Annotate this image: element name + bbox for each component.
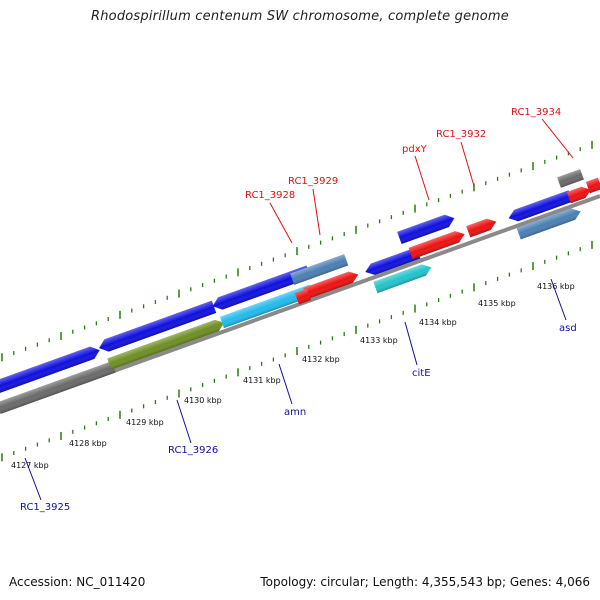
gene-rc1-3932[interactable] xyxy=(466,216,498,238)
gene-rc1-3929-shading xyxy=(303,271,359,300)
leader-rc1-3926 xyxy=(176,399,192,444)
cds-rc1-3926-a-shading xyxy=(99,300,217,352)
cds-rc1-3934[interactable] xyxy=(566,184,593,204)
kbp-label-4135: 4135 kbp xyxy=(478,299,516,308)
leader-asd xyxy=(550,278,567,321)
leader-rc1-3932 xyxy=(460,141,475,187)
gene-label-rc1-3925[interactable]: RC1_3925 xyxy=(20,502,70,513)
tick-ruler-top xyxy=(1,140,593,362)
tick-ruler-bottom xyxy=(1,240,593,462)
cds-cite[interactable] xyxy=(363,247,421,277)
gene-rc1-3934[interactable] xyxy=(557,169,584,188)
cds-cite-shading xyxy=(365,247,421,275)
gene-rc1-3925-shading xyxy=(0,361,116,414)
leader-rc1-3925 xyxy=(24,457,42,501)
cds-rc1-3925[interactable] xyxy=(0,344,102,396)
gene-label-rc1-3926[interactable]: RC1_3926 xyxy=(168,445,218,456)
gene-rc1-3926-shading xyxy=(107,319,225,370)
gene-label-amn[interactable]: amn xyxy=(284,407,306,418)
gene-features xyxy=(0,169,600,414)
gene-rc1-3926[interactable] xyxy=(107,317,226,370)
gene-amn[interactable] xyxy=(219,282,320,329)
gene-rc1-3932-shading xyxy=(466,218,497,238)
gene-rc1-3929-stub-shading xyxy=(294,288,311,305)
gene-rc1-3929[interactable] xyxy=(303,269,360,300)
cds-asd[interactable] xyxy=(507,190,573,224)
cds-rc1-3934-shading xyxy=(566,186,591,204)
gene-amn-shading xyxy=(219,285,318,329)
cds-pdxy-shading xyxy=(397,214,455,245)
gene-label-cite[interactable]: citE xyxy=(412,368,431,379)
leader-amn xyxy=(278,363,293,405)
kbp-label-4134: 4134 kbp xyxy=(419,318,457,327)
kbp-scale: 4127 kbp 4128 kbp 4129 kbp 4130 kbp 4131… xyxy=(11,282,575,470)
cds-asd-shading xyxy=(508,190,573,222)
kbp-label-4127: 4127 kbp xyxy=(11,461,49,470)
gene-label-asd[interactable]: asd xyxy=(559,323,577,334)
gene-label-rc1-3928[interactable]: RC1_3928 xyxy=(245,190,295,201)
gene-label-rc1-3934[interactable]: RC1_3934 xyxy=(511,107,561,118)
gene-rc1-3925[interactable] xyxy=(0,361,116,414)
kbp-label-4128: 4128 kbp xyxy=(69,439,107,448)
cds-amn[interactable] xyxy=(210,265,311,313)
cds-amn-shading xyxy=(212,265,311,310)
leader-rc1-3934 xyxy=(541,118,574,159)
gene-cite-shading xyxy=(373,264,432,294)
gene-pdxy[interactable] xyxy=(408,228,467,260)
leader-rc1-3929 xyxy=(312,188,321,236)
kbp-label-4136: 4136 kbp xyxy=(537,282,575,291)
leader-rc1-3928 xyxy=(269,202,293,244)
gene-edge-red[interactable] xyxy=(585,177,600,194)
leader-pdxy xyxy=(414,155,430,201)
kbp-label-4131: 4131 kbp xyxy=(243,376,281,385)
kbp-label-4130: 4130 kbp xyxy=(184,396,222,405)
gene-label-rc1-3929[interactable]: RC1_3929 xyxy=(288,176,338,187)
gene-edge-red-shading xyxy=(585,177,600,194)
cds-rc1-3925-shading xyxy=(0,346,100,396)
cds-pdxy[interactable] xyxy=(397,212,456,245)
gene-rc1-3928[interactable] xyxy=(290,254,349,285)
gene-rc1-3934-shading xyxy=(557,169,584,188)
gene-asd-shading xyxy=(516,208,581,240)
gene-rc1-3929-stub[interactable] xyxy=(294,288,311,305)
gene-cite[interactable] xyxy=(373,262,433,294)
gene-rc1-3928-shading xyxy=(290,254,349,285)
kbp-label-4132: 4132 kbp xyxy=(302,355,340,364)
leader-cite xyxy=(404,321,418,366)
gene-label-pdxy[interactable]: pdxY xyxy=(402,144,428,155)
gene-label-rc1-3932[interactable]: RC1_3932 xyxy=(436,129,486,140)
gene-asd[interactable] xyxy=(516,206,583,240)
topology-text: Topology: circular; Length: 4,355,543 bp… xyxy=(260,575,590,589)
gene-pdxy-shading xyxy=(408,231,465,260)
cds-rc1-3926-a[interactable] xyxy=(97,300,217,355)
kbp-label-4129: 4129 kbp xyxy=(126,418,164,427)
accession-text: Accession: NC_011420 xyxy=(9,575,146,589)
kbp-label-4133: 4133 kbp xyxy=(360,336,398,345)
map-title: Rhodospirillum centenum SW chromosome, c… xyxy=(91,9,509,24)
